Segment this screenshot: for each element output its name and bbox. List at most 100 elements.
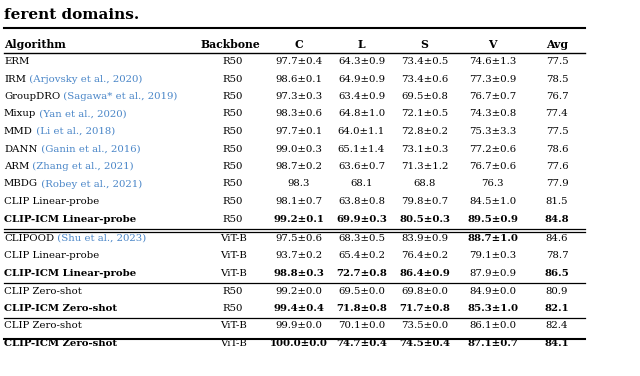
Text: 64.8±1.0: 64.8±1.0 [338, 109, 385, 118]
Text: 69.5±0.8: 69.5±0.8 [401, 92, 448, 101]
Text: ferent domains.: ferent domains. [4, 8, 140, 22]
Text: 77.5: 77.5 [546, 127, 568, 136]
Text: 98.3: 98.3 [287, 179, 310, 188]
Text: R50: R50 [223, 92, 243, 101]
Text: 73.5±0.0: 73.5±0.0 [401, 321, 448, 331]
Text: 73.4±0.5: 73.4±0.5 [401, 57, 448, 66]
Text: 93.7±0.2: 93.7±0.2 [275, 252, 322, 261]
Text: R50: R50 [223, 144, 243, 153]
Text: 69.8±0.0: 69.8±0.0 [401, 287, 448, 296]
Text: 69.5±0.0: 69.5±0.0 [338, 287, 385, 296]
Text: R50: R50 [223, 287, 243, 296]
Text: R50: R50 [223, 179, 243, 188]
Text: R50: R50 [223, 197, 243, 206]
Text: 99.4±0.4: 99.4±0.4 [273, 304, 324, 313]
Text: 77.4: 77.4 [546, 109, 568, 118]
Text: (Ganin et al., 2016): (Ganin et al., 2016) [38, 144, 140, 153]
Text: 64.9±0.9: 64.9±0.9 [338, 74, 385, 83]
Text: R50: R50 [223, 304, 243, 313]
Text: 76.4±0.2: 76.4±0.2 [401, 252, 448, 261]
Text: 65.4±0.2: 65.4±0.2 [338, 252, 385, 261]
Text: 77.2±0.6: 77.2±0.6 [469, 144, 516, 153]
Text: L: L [358, 39, 365, 50]
Text: (Li et al., 2018): (Li et al., 2018) [33, 127, 115, 136]
Text: 82.4: 82.4 [546, 321, 568, 331]
Text: Backbone: Backbone [201, 39, 260, 50]
Text: 71.8±0.8: 71.8±0.8 [336, 304, 387, 313]
Text: 75.3±3.3: 75.3±3.3 [469, 127, 516, 136]
Text: GroupDRO: GroupDRO [4, 92, 60, 101]
Text: IRM: IRM [4, 74, 26, 83]
Text: V: V [488, 39, 497, 50]
Text: 73.4±0.6: 73.4±0.6 [401, 74, 448, 83]
Text: 84.1: 84.1 [545, 339, 570, 348]
Text: 83.9±0.9: 83.9±0.9 [401, 234, 448, 243]
Text: 77.6: 77.6 [546, 162, 568, 171]
Text: 77.9: 77.9 [546, 179, 568, 188]
Text: 98.1±0.7: 98.1±0.7 [275, 197, 322, 206]
Text: ARM: ARM [4, 162, 29, 171]
Text: R50: R50 [223, 214, 243, 223]
Text: 80.9: 80.9 [546, 287, 568, 296]
Text: 74.5±0.4: 74.5±0.4 [399, 339, 450, 348]
Text: (Shu et al., 2023): (Shu et al., 2023) [54, 234, 147, 243]
Text: 98.3±0.6: 98.3±0.6 [275, 109, 322, 118]
Text: MMD: MMD [4, 127, 33, 136]
Text: (Zhang et al., 2021): (Zhang et al., 2021) [29, 162, 134, 171]
Text: 97.3±0.3: 97.3±0.3 [275, 92, 322, 101]
Text: 77.5: 77.5 [546, 57, 568, 66]
Text: (Yan et al., 2020): (Yan et al., 2020) [36, 109, 127, 118]
Text: 71.7±0.8: 71.7±0.8 [399, 304, 450, 313]
Text: 68.3±0.5: 68.3±0.5 [338, 234, 385, 243]
Text: 86.1±0.0: 86.1±0.0 [469, 321, 516, 331]
Text: Algorithm: Algorithm [4, 39, 66, 50]
Text: R50: R50 [223, 127, 243, 136]
Text: CLIP-ICM Linear-probe: CLIP-ICM Linear-probe [4, 214, 136, 223]
Text: 63.8±0.8: 63.8±0.8 [338, 197, 385, 206]
Text: DANN: DANN [4, 144, 38, 153]
Text: 76.7±0.6: 76.7±0.6 [469, 162, 516, 171]
Text: 79.1±0.3: 79.1±0.3 [469, 252, 516, 261]
Text: CLIP-ICM Linear-probe: CLIP-ICM Linear-probe [4, 269, 136, 278]
Text: 79.8±0.7: 79.8±0.7 [401, 197, 448, 206]
Text: 86.4±0.9: 86.4±0.9 [399, 269, 450, 278]
Text: (Arjovsky et al., 2020): (Arjovsky et al., 2020) [26, 74, 142, 83]
Text: CLIP Linear-probe: CLIP Linear-probe [4, 252, 99, 261]
Text: 64.3±0.9: 64.3±0.9 [338, 57, 385, 66]
Text: Mixup: Mixup [4, 109, 36, 118]
Text: 84.8: 84.8 [545, 214, 570, 223]
Text: 68.8: 68.8 [413, 179, 436, 188]
Text: 69.9±0.3: 69.9±0.3 [336, 214, 387, 223]
Text: 87.9±0.9: 87.9±0.9 [469, 269, 516, 278]
Text: 99.2±0.1: 99.2±0.1 [273, 214, 324, 223]
Text: CLIP-ICM Zero-shot: CLIP-ICM Zero-shot [4, 304, 117, 313]
Text: 73.1±0.3: 73.1±0.3 [401, 144, 448, 153]
Text: ERM: ERM [4, 57, 29, 66]
Text: 81.5: 81.5 [546, 197, 568, 206]
Text: R50: R50 [223, 57, 243, 66]
Text: 84.9±0.0: 84.9±0.0 [469, 287, 516, 296]
Text: 99.9±0.0: 99.9±0.0 [275, 321, 322, 331]
Text: C: C [294, 39, 303, 50]
Text: 99.2±0.0: 99.2±0.0 [275, 287, 322, 296]
Text: 84.6: 84.6 [546, 234, 568, 243]
Text: ViT-B: ViT-B [220, 321, 246, 331]
Text: MBDG: MBDG [4, 179, 38, 188]
Text: 76.3: 76.3 [481, 179, 504, 188]
Text: CLIP Zero-shot: CLIP Zero-shot [4, 321, 82, 331]
Text: 97.7±0.1: 97.7±0.1 [275, 127, 322, 136]
Text: ViT-B: ViT-B [220, 269, 246, 278]
Text: 76.7±0.7: 76.7±0.7 [469, 92, 516, 101]
Text: 78.7: 78.7 [546, 252, 568, 261]
Text: CLIP-ICM Zero-shot: CLIP-ICM Zero-shot [4, 339, 117, 348]
Text: 74.3±0.8: 74.3±0.8 [469, 109, 516, 118]
Text: 64.0±1.1: 64.0±1.1 [338, 127, 385, 136]
Text: 71.3±1.2: 71.3±1.2 [401, 162, 448, 171]
Text: 98.8±0.3: 98.8±0.3 [273, 269, 324, 278]
Text: 84.5±1.0: 84.5±1.0 [469, 197, 516, 206]
Text: 76.7: 76.7 [546, 92, 568, 101]
Text: 97.7±0.4: 97.7±0.4 [275, 57, 322, 66]
Text: 97.5±0.6: 97.5±0.6 [275, 234, 322, 243]
Text: CLIP Zero-shot: CLIP Zero-shot [4, 287, 82, 296]
Text: ViT-B: ViT-B [220, 339, 246, 348]
